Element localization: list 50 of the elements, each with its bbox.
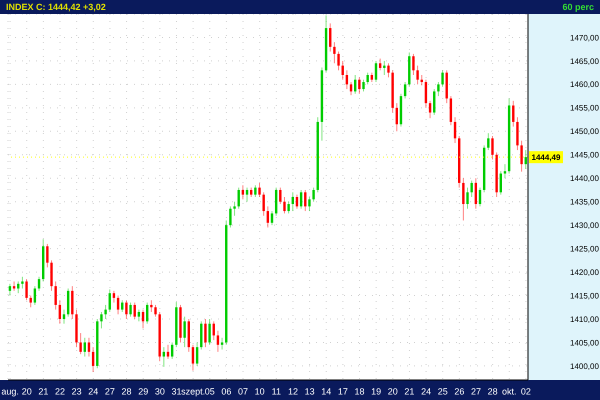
chart-title: INDEX C: 1444,42 +3,02	[6, 2, 106, 12]
x-tick-label: 20	[388, 386, 398, 396]
x-tick-label: 20	[22, 386, 32, 396]
x-tick-label: 02	[520, 386, 531, 396]
x-tick-label: 10	[254, 386, 265, 396]
x-tick-label: 22	[54, 386, 66, 396]
x-tick-label: 21	[404, 386, 414, 396]
x-tick-label: okt.	[502, 386, 517, 396]
y-tick-label: 1465,00	[570, 56, 600, 66]
x-tick-label: 25	[438, 386, 448, 396]
y-tick-label: 1450,00	[570, 127, 600, 136]
x-tick-label: 21	[38, 386, 48, 396]
x-tick-label: 14	[321, 386, 332, 396]
y-tick-label: 1445,00	[570, 150, 600, 160]
x-tick-label: 23	[72, 386, 82, 396]
x-tick-label: 05	[204, 386, 215, 396]
y-tick-label: 1425,00	[570, 244, 600, 254]
x-tick-label: 24	[421, 386, 432, 396]
x-tick-label: 07	[238, 386, 248, 396]
x-tick-label: 29	[138, 386, 148, 396]
y-tick-label: 1470,00	[570, 33, 600, 42]
y-tick-label: 1430,00	[570, 220, 600, 230]
y-tick-label: 1440,00	[570, 174, 600, 184]
x-tick-label: 27	[470, 386, 482, 396]
y-tick-label: 1410,00	[570, 314, 600, 324]
x-tick-label: 26	[454, 386, 464, 396]
x-tick-label: 06	[221, 386, 232, 396]
x-tick-label: 13	[304, 386, 315, 396]
x-tick-label: 31	[171, 386, 182, 396]
y-tick-label: 1400,00	[570, 362, 600, 371]
x-tick-label: 11	[272, 386, 281, 396]
ref-line-label: 1444,49	[532, 153, 562, 162]
text: 60 perc	[562, 2, 594, 12]
y-tick-label: 1405,00	[570, 338, 600, 348]
x-tick-label: 30	[154, 386, 165, 396]
y-tick-label: 1455,00	[570, 104, 600, 113]
x-tick-label: 28	[122, 386, 132, 396]
x-tick-label: 19	[371, 386, 382, 396]
x-tick-label: 24	[88, 386, 98, 396]
y-tick-label: 1435,00	[570, 198, 600, 207]
y-tick-label: 1460,00	[570, 80, 600, 90]
x-tick-label: 12	[288, 386, 298, 396]
y-tick-label: 1415,00	[570, 291, 600, 300]
y-tick-label: 1420,00	[570, 268, 600, 277]
x-tick-label: 27	[104, 386, 115, 396]
x-tick-label: szept.	[181, 386, 206, 396]
x-tick-label: aug.	[1, 386, 19, 396]
x-tick-label: 18	[354, 386, 365, 396]
x-tick-label: 17	[338, 386, 348, 396]
x-tick-label: 28	[488, 386, 498, 396]
